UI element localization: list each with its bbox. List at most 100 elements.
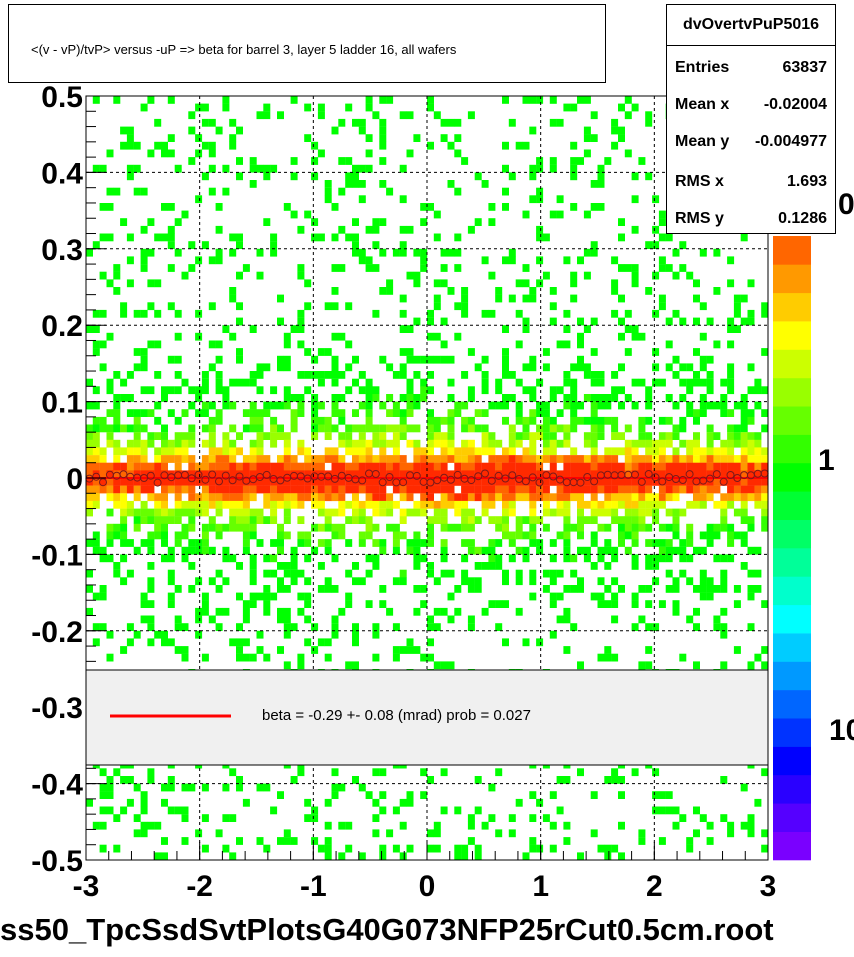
heatmap-cell	[590, 516, 598, 524]
heatmap-cell	[290, 546, 298, 555]
heatmap-cell	[747, 478, 755, 486]
heatmap-cell	[222, 577, 230, 586]
heatmap-cell	[761, 462, 769, 471]
heatmap-cell	[99, 546, 107, 555]
heatmap-cell	[277, 585, 284, 593]
profile-point	[371, 470, 380, 478]
heatmap-cell	[290, 562, 298, 570]
heatmap-cell	[338, 852, 346, 861]
heatmap-cell	[502, 141, 509, 150]
heatmap-cell	[502, 516, 509, 524]
heatmap-cell	[761, 516, 769, 524]
heatmap-cell	[563, 554, 571, 563]
heatmap-cell	[706, 462, 714, 471]
heatmap-cell	[604, 523, 612, 532]
heatmap-cell	[365, 791, 373, 799]
heatmap-cell	[236, 638, 243, 647]
heatmap-cell	[652, 577, 660, 586]
heatmap-cell	[563, 103, 571, 112]
heatmap-cell	[652, 768, 660, 777]
heatmap-cell	[249, 424, 257, 433]
heatmap-cell	[658, 546, 666, 555]
heatmap-cell	[358, 371, 366, 379]
heatmap-cell	[263, 455, 271, 463]
heatmap-cell	[604, 157, 612, 165]
heatmap-cell	[467, 577, 475, 586]
heatmap-cell	[154, 470, 162, 479]
heatmap-cell	[713, 585, 721, 593]
heatmap-cell	[515, 493, 523, 502]
heatmap-cell	[686, 386, 694, 395]
heatmap-cell	[706, 539, 714, 547]
heatmap-cell	[495, 378, 503, 387]
heatmap-cell	[583, 126, 591, 135]
heatmap-cell	[324, 539, 332, 547]
heatmap-cell	[508, 829, 516, 838]
heatmap-cell	[161, 500, 168, 509]
heatmap-cell	[229, 485, 237, 494]
heatmap-cell	[549, 118, 557, 127]
heatmap-cell	[727, 409, 735, 417]
heatmap-cell	[597, 416, 605, 425]
heatmap-cell	[174, 332, 182, 341]
heatmap-cell	[365, 409, 373, 417]
heatmap-cell	[317, 416, 325, 425]
x-tick-label: -1	[300, 870, 327, 903]
heatmap-cell	[256, 646, 264, 654]
heatmap-cell	[679, 485, 687, 494]
heatmap-cell	[133, 348, 141, 356]
heatmap-cell	[508, 500, 516, 509]
heatmap-cell	[502, 363, 509, 372]
x-tick-label: 3	[760, 870, 777, 903]
heatmap-cell	[126, 141, 134, 150]
heatmap-cell	[290, 172, 298, 181]
heatmap-cell	[754, 378, 762, 387]
heatmap-cell	[345, 233, 353, 242]
heatmap-cell	[747, 623, 755, 631]
heatmap-cell	[727, 439, 735, 448]
heatmap-cell	[324, 416, 332, 425]
heatmap-cell	[399, 462, 407, 471]
heatmap-cell	[618, 447, 625, 456]
heatmap-cell	[761, 523, 769, 532]
heatmap-cell	[208, 149, 216, 158]
heatmap-cell	[86, 455, 93, 463]
heatmap-cell	[563, 585, 571, 593]
heatmap-cell	[577, 340, 584, 349]
heatmap-cell	[672, 309, 680, 318]
heatmap-cell	[352, 493, 359, 502]
heatmap-cell	[508, 294, 516, 303]
heatmap-cell	[624, 439, 632, 448]
heatmap-cell	[645, 562, 653, 570]
heatmap-cell	[604, 447, 612, 456]
heatmap-cell	[761, 768, 769, 777]
heatmap-cell	[570, 363, 578, 372]
heatmap-cell	[495, 439, 503, 448]
heatmap-cell	[92, 592, 100, 601]
heatmap-cell	[249, 485, 257, 494]
heatmap-cell	[215, 409, 223, 417]
heatmap-cell	[379, 485, 387, 494]
heatmap-cell	[686, 615, 694, 624]
heatmap-cell	[556, 806, 564, 815]
heatmap-cell	[352, 172, 359, 181]
heatmap-cell	[365, 447, 373, 456]
heatmap-cell	[140, 798, 148, 807]
heatmap-cell	[317, 493, 325, 502]
heatmap-cell	[413, 248, 421, 257]
heatmap-cell	[597, 371, 605, 379]
heatmap-cell	[706, 455, 714, 463]
heatmap-cell	[215, 500, 223, 509]
heatmap-cell	[358, 783, 366, 792]
heatmap-cell	[154, 462, 162, 471]
heatmap-cell	[652, 241, 660, 249]
heatmap-cell	[727, 493, 735, 502]
heatmap-cell	[352, 623, 359, 631]
heatmap-cell	[699, 378, 707, 387]
heatmap-cell	[92, 309, 100, 318]
heatmap-cell	[433, 111, 441, 120]
heatmap-cell	[229, 424, 237, 433]
heatmap-cell	[447, 355, 455, 364]
heatmap-cell	[201, 600, 209, 608]
